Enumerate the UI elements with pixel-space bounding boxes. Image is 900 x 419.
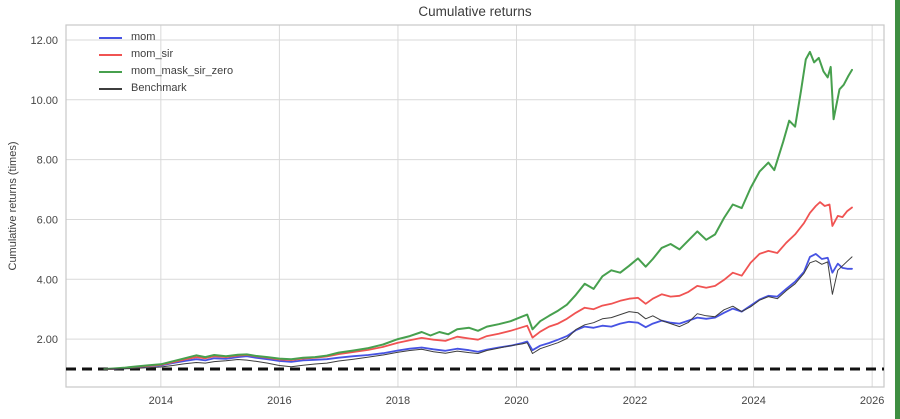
x-tick-label: 2020 bbox=[504, 395, 528, 407]
x-tick-label: 2024 bbox=[741, 395, 765, 407]
y-tick-label: 8.00 bbox=[37, 155, 58, 167]
series-line-mom_mask_sir_zero bbox=[103, 50, 853, 370]
legend-label: Benchmark bbox=[131, 82, 187, 94]
series-line-mom_sir bbox=[103, 201, 853, 370]
legend-item-mom_mask_sir_zero: mom_mask_sir_zero bbox=[99, 65, 233, 78]
y-axis-label: Cumulative returns (times) bbox=[7, 141, 19, 271]
legend-line-swatch bbox=[99, 87, 122, 90]
legend-line-swatch bbox=[99, 53, 122, 56]
y-tick-label: 10.00 bbox=[30, 95, 58, 107]
legend-line-swatch bbox=[99, 36, 122, 39]
legend-label: mom_sir bbox=[131, 48, 174, 60]
legend-label: mom bbox=[131, 31, 156, 43]
legend-item-mom_sir: mom_sir bbox=[99, 48, 233, 61]
x-tick-label: 2018 bbox=[386, 395, 410, 407]
x-tick-label: 2026 bbox=[860, 395, 884, 407]
chart-legend: mom mom_sir mom_mask_sir_zero Benchmark bbox=[99, 31, 233, 95]
legend-label: mom_mask_sir_zero bbox=[131, 65, 234, 77]
series-line-Benchmark bbox=[104, 256, 853, 370]
chart-title: Cumulative returns bbox=[418, 4, 532, 19]
x-tick-label: 2022 bbox=[623, 395, 647, 407]
right-border-stripe bbox=[895, 0, 900, 419]
x-tick-label: 2016 bbox=[267, 395, 291, 407]
legend-line-swatch bbox=[99, 70, 122, 73]
plot-border bbox=[65, 24, 885, 388]
series-line-mom bbox=[103, 252, 853, 370]
y-tick-label: 4.00 bbox=[37, 274, 58, 286]
x-tick-label: 2014 bbox=[149, 395, 173, 407]
y-tick-label: 6.00 bbox=[37, 214, 58, 226]
y-tick-label: 2.00 bbox=[37, 334, 58, 346]
legend-item-Benchmark: Benchmark bbox=[99, 82, 233, 95]
legend-item-mom: mom bbox=[99, 31, 233, 44]
y-tick-label: 12.00 bbox=[30, 35, 58, 47]
